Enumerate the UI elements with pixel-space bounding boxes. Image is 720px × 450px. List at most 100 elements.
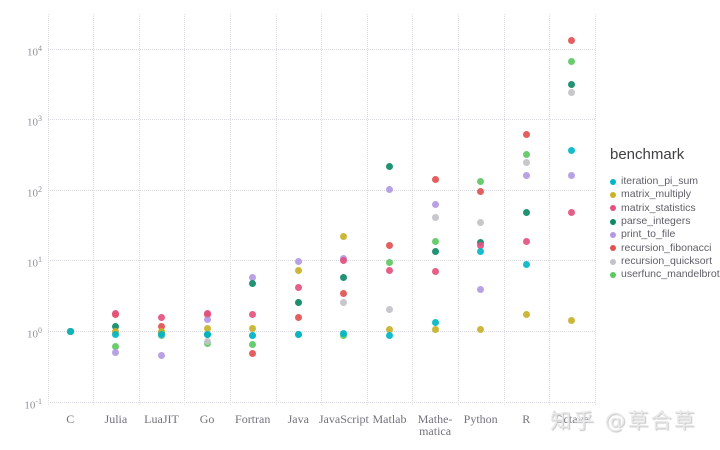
legend-label: matrix_multiply — [621, 188, 692, 201]
legend-item: print_to_file — [610, 228, 720, 241]
gridline-v — [138, 14, 140, 405]
legend-item: recursion_quicksort — [610, 255, 720, 268]
data-point — [477, 178, 485, 186]
data-point — [568, 81, 576, 88]
data-point — [477, 187, 485, 195]
legend-label: iteration_pi_sum — [621, 175, 699, 188]
x-axis-label: Octave — [554, 412, 589, 426]
x-axis-label: LuaJIT — [144, 412, 179, 426]
data-point — [386, 162, 393, 170]
data-point — [431, 175, 439, 183]
data-point — [112, 310, 120, 318]
x-axis-label: JavaScript — [318, 412, 369, 426]
data-point — [158, 351, 165, 359]
data-point — [249, 273, 257, 281]
data-point — [568, 88, 576, 96]
data-point — [386, 259, 393, 267]
data-point — [340, 256, 348, 264]
data-point — [431, 200, 439, 208]
legend-title: benchmark — [610, 146, 685, 163]
x-axis-label: Fortran — [235, 412, 271, 426]
y-axis-tick: 100 — [27, 326, 42, 341]
data-point — [522, 261, 530, 269]
data-point — [522, 311, 530, 319]
data-point — [386, 241, 393, 249]
data-point — [386, 306, 393, 314]
data-point — [203, 316, 211, 324]
gridline-v — [321, 14, 323, 405]
legend-swatch-icon — [610, 231, 616, 238]
x-axis-label: C — [66, 412, 75, 426]
data-point — [66, 327, 74, 335]
data-point — [294, 284, 302, 292]
legend-swatch-icon — [610, 205, 616, 212]
gridline-v — [549, 14, 551, 405]
data-point — [340, 289, 348, 297]
y-axis-tick: 104 — [27, 43, 42, 59]
legend-swatch-icon — [610, 258, 616, 265]
data-point — [158, 330, 165, 338]
data-point — [340, 274, 348, 282]
data-point — [522, 238, 530, 246]
legend-item: parse_integers — [610, 215, 720, 228]
legend-item: iteration_pi_sum — [610, 175, 720, 188]
data-point — [203, 310, 211, 318]
gridline-v — [594, 14, 596, 405]
data-point — [522, 150, 530, 158]
gridline-v — [47, 14, 49, 405]
y-axis-tick: 102 — [27, 184, 42, 200]
data-point — [386, 186, 393, 194]
data-point — [522, 171, 530, 179]
legend-label: recursion_quicksort — [621, 254, 713, 267]
data-point — [203, 331, 211, 339]
data-point — [568, 208, 576, 216]
x-axis-label: Java — [287, 412, 309, 426]
data-point — [431, 326, 439, 333]
gridline-v — [184, 14, 186, 405]
legend-item: matrix_multiply — [610, 188, 720, 201]
data-point — [477, 285, 485, 293]
legend-swatch-icon — [610, 271, 616, 278]
legend-swatch-icon — [610, 178, 616, 185]
data-point — [431, 268, 439, 276]
data-point — [431, 213, 439, 221]
legend-swatch-icon — [610, 218, 616, 225]
data-point — [203, 338, 211, 346]
legend-label: print_to_file — [621, 228, 676, 241]
legend-item: userfunc_mandelbrot — [610, 268, 720, 281]
x-axis-label: Matlab — [372, 412, 407, 426]
data-point — [249, 280, 257, 288]
x-axis-label: Python — [463, 412, 498, 426]
data-point — [158, 314, 165, 322]
data-point — [249, 350, 257, 357]
data-point — [477, 219, 485, 227]
data-point — [568, 147, 576, 155]
gridline-v — [275, 14, 277, 405]
x-axis-label: Julia — [104, 412, 128, 426]
legend-label: matrix_statistics — [621, 201, 696, 214]
data-point — [386, 326, 393, 333]
data-point — [568, 58, 576, 66]
data-point — [294, 298, 302, 306]
data-point — [477, 326, 485, 333]
gridline-v — [93, 14, 95, 405]
gridline-v — [412, 14, 414, 405]
data-point — [522, 158, 530, 166]
data-point — [431, 247, 439, 255]
y-axis-tick: 101 — [27, 255, 42, 271]
y-axis-tick: 103 — [27, 114, 42, 129]
data-point — [112, 343, 120, 351]
x-axis-label: Mathe- matica — [417, 412, 453, 438]
gridline-v — [366, 14, 368, 405]
legend-item: matrix_statistics — [610, 202, 720, 215]
legend-items: iteration_pi_sum matrix_multiply matrix_st… — [610, 175, 720, 281]
legend-label: userfunc_mandelbrot — [621, 268, 720, 281]
data-point — [112, 323, 120, 331]
data-point — [340, 299, 348, 307]
data-point — [477, 242, 485, 250]
data-point — [431, 238, 439, 246]
x-axis-label: Go — [199, 412, 215, 426]
data-point — [522, 131, 530, 139]
data-point — [386, 331, 393, 339]
